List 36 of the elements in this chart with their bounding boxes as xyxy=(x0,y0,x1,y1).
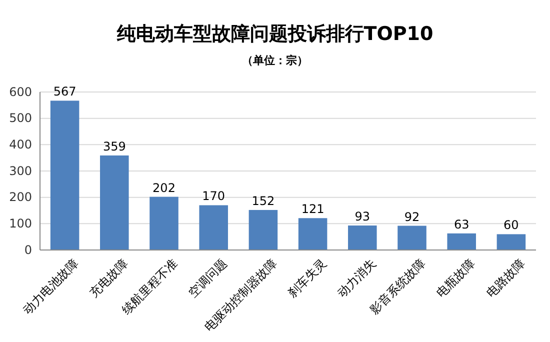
data-label: 121 xyxy=(301,202,324,216)
y-tick-label: 600 xyxy=(9,84,32,99)
x-tick-label: 空调问题 xyxy=(186,256,230,300)
bar xyxy=(348,226,377,250)
data-label: 60 xyxy=(504,218,519,232)
bar xyxy=(398,226,426,250)
y-tick-label: 300 xyxy=(9,164,32,178)
chart-subtitle: （单位：宗） xyxy=(242,54,308,67)
bar xyxy=(100,155,129,250)
chart-title: 纯电动车型故障问题投诉排行TOP10 xyxy=(116,23,434,45)
data-label: 93 xyxy=(354,210,370,224)
bar xyxy=(50,100,80,250)
y-tick-label: 400 xyxy=(9,138,32,152)
data-label: 152 xyxy=(252,194,275,208)
data-label: 359 xyxy=(102,139,126,154)
y-tick-label: 500 xyxy=(9,111,32,126)
data-label: 63 xyxy=(454,217,470,232)
data-label: 567 xyxy=(53,84,76,99)
y-tick-label: 100 xyxy=(9,216,32,231)
x-tick-label: 动力消失 xyxy=(334,256,379,300)
x-tick-label: 充电故障 xyxy=(86,256,131,300)
data-label: 92 xyxy=(404,210,420,224)
y-tick-label: 0 xyxy=(24,242,32,257)
bar xyxy=(199,205,228,250)
x-tick-label: 电瓶故障 xyxy=(434,256,478,300)
x-tick-label: 电路故障 xyxy=(484,256,528,300)
bar xyxy=(150,196,178,250)
data-label: 170 xyxy=(202,189,226,204)
bar xyxy=(248,210,278,250)
y-tick-label: 200 xyxy=(9,190,32,204)
x-tick-label: 刹车失灵 xyxy=(285,256,329,300)
bar xyxy=(447,233,476,250)
bar xyxy=(298,218,328,250)
data-label: 202 xyxy=(152,180,176,195)
bar xyxy=(496,234,526,250)
x-tick-label: 动力电池故障 xyxy=(20,256,81,318)
